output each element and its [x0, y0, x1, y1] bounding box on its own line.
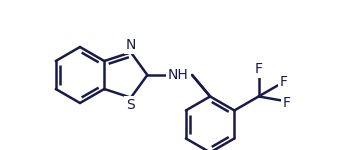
- Text: F: F: [283, 96, 291, 110]
- Text: NH: NH: [168, 68, 189, 82]
- Text: N: N: [126, 38, 136, 52]
- Text: S: S: [126, 98, 135, 112]
- Text: F: F: [280, 75, 288, 89]
- Text: F: F: [255, 62, 263, 76]
